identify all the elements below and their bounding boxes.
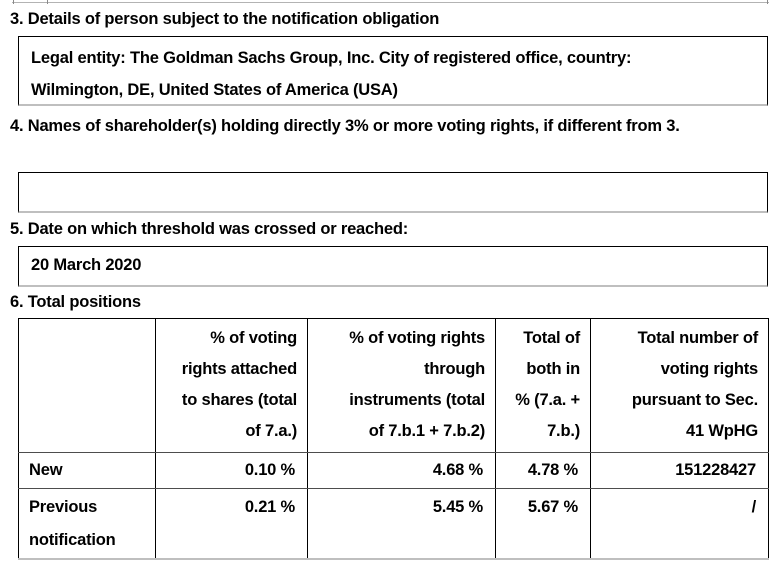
table-corner-cell	[18, 318, 156, 453]
section3-heading: 3. Details of person subject to the noti…	[10, 10, 440, 28]
section6-heading: 6. Total positions	[10, 293, 141, 311]
header-total-voting-rights: Total number of voting rights pursuant t…	[590, 318, 769, 453]
new-total-voting-rights: 151228427	[590, 452, 769, 489]
table-header-row: % of voting rights attached to shares (t…	[18, 318, 769, 453]
prev-total-voting-rights: /	[590, 488, 769, 560]
new-pct-instruments: 4.68 %	[307, 452, 496, 489]
section4-value-box	[18, 172, 768, 213]
legal-entity-line1: Legal entity: The Goldman Sachs Group, I…	[31, 49, 632, 67]
table-row-new: New 0.10 % 4.68 % 4.78 % 151228427	[18, 452, 769, 489]
section3-value-box: Legal entity: The Goldman Sachs Group, I…	[18, 36, 768, 106]
new-pct-total: 4.78 %	[495, 452, 591, 489]
prev-pct-total: 5.67 %	[495, 488, 591, 560]
section4-heading: 4. Names of shareholder(s) holding direc…	[10, 117, 680, 135]
cropped-table-tick-left	[13, 0, 14, 4]
row-label: Previous notification	[18, 488, 156, 560]
cropped-table-bottom-border	[12, 2, 769, 3]
section5-heading: 5. Date on which threshold was crossed o…	[10, 220, 409, 238]
row-label: New	[18, 452, 156, 489]
section5-value-box: 20 March 2020	[18, 246, 768, 287]
header-total-both: Total of both in % (7.a. + 7.b.)	[495, 318, 591, 453]
total-positions-table: % of voting rights attached to shares (t…	[18, 318, 769, 560]
cropped-table-tick-mid	[47, 0, 48, 4]
prev-pct-shares: 0.21 %	[155, 488, 308, 560]
header-pct-instruments: % of voting rights through instruments (…	[307, 318, 496, 453]
legal-entity-line2: Wilmington, DE, United States of America…	[31, 81, 398, 99]
new-pct-shares: 0.10 %	[155, 452, 308, 489]
table-row-previous-notification: Previous notification 0.21 % 5.45 % 5.67…	[18, 488, 769, 560]
cropped-table-tick-right	[767, 0, 768, 4]
prev-pct-instruments: 5.45 %	[307, 488, 496, 560]
header-pct-shares: % of voting rights attached to shares (t…	[155, 318, 308, 453]
